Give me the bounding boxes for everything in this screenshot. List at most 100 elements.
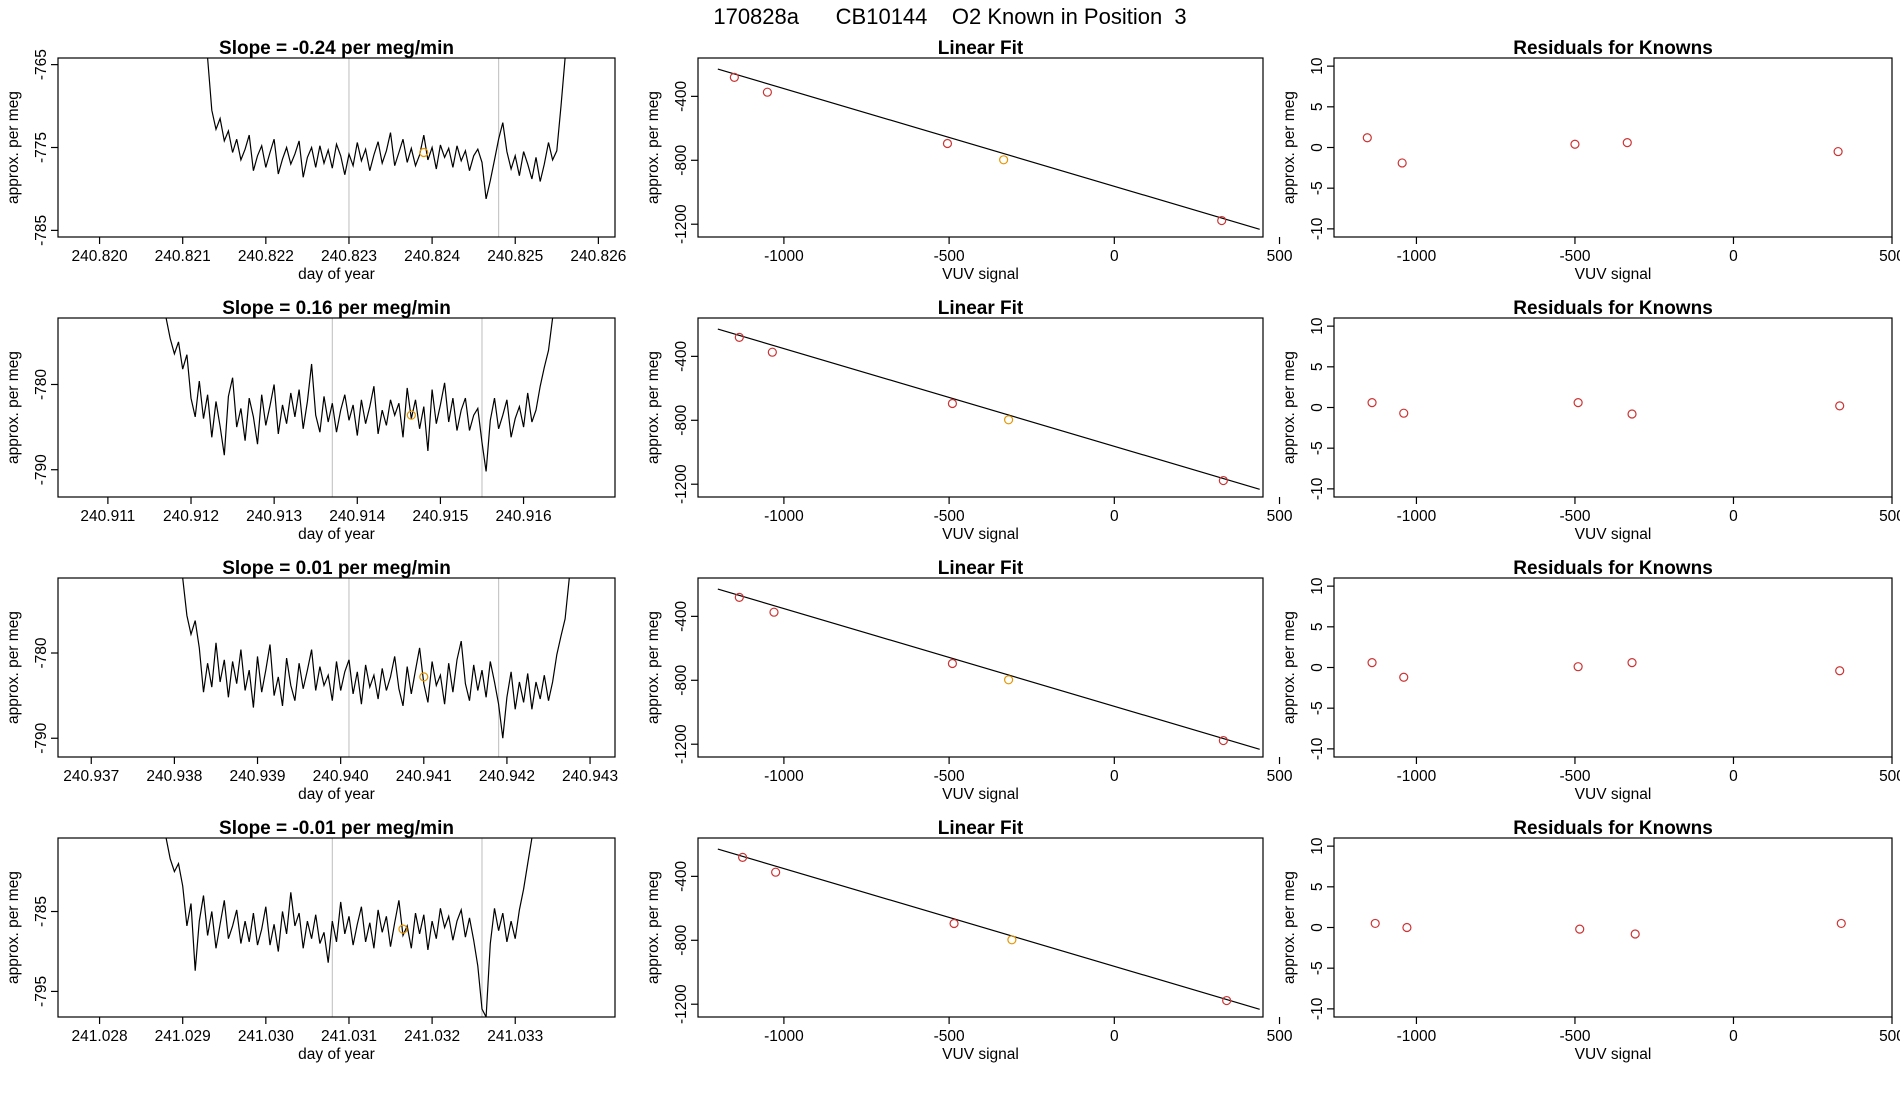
x-tick-label: -1000: [764, 508, 804, 525]
plot-panel-resid-3: [1327, 837, 1893, 1024]
x-tick-label: -500: [934, 248, 965, 265]
plot-panel-fit-3: [691, 837, 1281, 1024]
data-point: [1835, 401, 1845, 411]
data-point-highlight: [1003, 415, 1014, 425]
y-axis-label: approx. per meg: [1281, 611, 1298, 724]
data-point: [1627, 658, 1637, 668]
y-axis-label: approx. per meg: [1281, 871, 1298, 984]
y-tick-label: -1200: [673, 984, 690, 1024]
plot-title: Residuals for Knowns: [1513, 298, 1713, 319]
page-title: 170828a CB10144 O2 Known in Position 3: [713, 4, 1187, 29]
x-tick-label: 240.821: [155, 248, 211, 265]
x-tick-label: 240.916: [496, 508, 552, 525]
plot-title: Slope = -0.24 per meg/min: [219, 38, 454, 59]
data-series-line: [165, 318, 554, 472]
x-tick-label: 240.912: [163, 508, 219, 525]
data-point-marker: [398, 924, 408, 934]
x-tick-label: 0: [1110, 248, 1119, 265]
data-point: [769, 607, 779, 617]
x-tick-label: 0: [1729, 768, 1738, 785]
plot-frame: [697, 577, 1264, 758]
y-axis-label: approx. per meg: [5, 871, 22, 984]
data-point: [767, 347, 777, 357]
x-axis-label: day of year: [298, 266, 375, 283]
x-axis-label: VUV signal: [942, 1046, 1019, 1063]
y-tick-label: -10: [1309, 737, 1326, 760]
x-tick-label: 240.939: [230, 768, 286, 785]
y-tick-label: -785: [33, 896, 50, 927]
data-point: [1222, 995, 1232, 1006]
data-series-line: [165, 838, 533, 1017]
y-tick-label: -5: [1309, 441, 1326, 455]
x-tick-label: 240.915: [412, 508, 468, 525]
plot-panel-time-1: [51, 317, 616, 504]
y-tick-label: 10: [1309, 837, 1326, 855]
plot-frame: [1333, 577, 1893, 758]
data-point: [1627, 409, 1637, 419]
data-point: [1573, 398, 1583, 408]
data-point: [729, 72, 739, 82]
data-point: [1836, 918, 1846, 929]
y-tick-label: -780: [33, 637, 50, 668]
y-tick-label: -785: [33, 215, 50, 246]
x-tick-label: 240.942: [479, 768, 535, 785]
data-point: [771, 867, 781, 877]
data-point: [1835, 666, 1845, 676]
x-axis-label: VUV signal: [942, 526, 1019, 543]
data-point: [949, 918, 959, 929]
plot-frame: [697, 837, 1264, 1018]
data-point: [947, 398, 958, 409]
plot-title: Linear Fit: [938, 818, 1024, 839]
data-point: [947, 658, 958, 669]
data-point: [1833, 146, 1843, 157]
data-point-highlight: [1007, 935, 1017, 945]
data-point: [1362, 133, 1372, 143]
data-point: [1622, 138, 1632, 148]
y-axis-label: approx. per meg: [5, 91, 22, 204]
y-tick-label: -800: [673, 924, 690, 955]
data-point: [1217, 215, 1227, 226]
plot-panel-resid-0: [1327, 57, 1893, 244]
x-tick-label: 241.033: [487, 1028, 543, 1045]
x-axis-label: VUV signal: [1575, 1046, 1652, 1063]
x-tick-label: 240.941: [396, 768, 452, 785]
plot-title: Residuals for Knowns: [1513, 558, 1713, 579]
y-tick-label: -1200: [673, 204, 690, 244]
y-tick-label: -800: [673, 404, 690, 435]
data-point: [1399, 408, 1409, 418]
x-tick-label: 241.029: [155, 1028, 211, 1045]
y-axis-label: approx. per meg: [1281, 351, 1298, 464]
x-tick-label: 500: [1267, 508, 1293, 525]
y-tick-label: 0: [1309, 143, 1326, 152]
x-tick-label: 500: [1267, 1028, 1293, 1045]
plot-panel-fit-2: [691, 577, 1281, 764]
y-tick-label: -1200: [673, 464, 690, 504]
x-tick-label: 240.822: [238, 248, 294, 265]
plot-title: Slope = 0.01 per meg/min: [222, 558, 451, 579]
y-tick-label: 5: [1309, 103, 1326, 112]
y-tick-label: -400: [673, 860, 690, 891]
data-point: [1399, 672, 1409, 682]
x-tick-label: 240.940: [313, 768, 369, 785]
x-tick-label: -500: [1559, 508, 1590, 525]
y-tick-label: 10: [1309, 57, 1326, 75]
x-tick-label: 240.826: [570, 248, 626, 265]
y-tick-label: -5: [1309, 181, 1326, 195]
data-point: [762, 87, 772, 97]
fit-line: [717, 328, 1260, 490]
x-tick-label: 241.030: [238, 1028, 294, 1045]
x-axis-label: VUV signal: [1575, 786, 1652, 803]
x-tick-label: -500: [1559, 1028, 1590, 1045]
x-tick-label: 500: [1879, 1028, 1900, 1045]
data-point: [1573, 662, 1583, 672]
x-tick-label: -1000: [1397, 248, 1437, 265]
x-tick-label: 500: [1879, 248, 1900, 265]
y-tick-label: -780: [33, 369, 50, 400]
y-axis-label: approx. per meg: [645, 611, 662, 724]
y-tick-label: -795: [33, 976, 50, 1007]
data-point: [1397, 158, 1407, 168]
plot-title: Linear Fit: [938, 298, 1024, 319]
data-point: [1630, 929, 1640, 939]
data-point: [1575, 924, 1585, 934]
